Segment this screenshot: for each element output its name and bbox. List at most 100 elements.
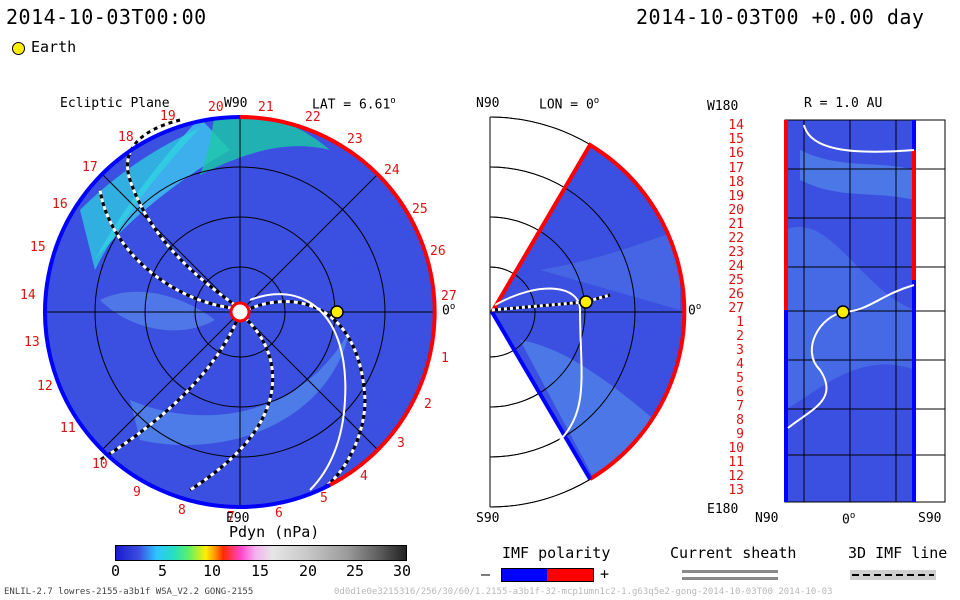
earth-position-marker xyxy=(330,305,344,319)
sector-label: 10 xyxy=(92,457,108,472)
sector-label: 25 xyxy=(412,202,428,217)
row-label: 3 xyxy=(736,343,744,358)
colorbar-tick: 5 xyxy=(158,562,168,580)
meridional-earth-marker xyxy=(579,295,593,309)
colorbar-tick: 0 xyxy=(111,562,121,580)
earth-legend-label: Earth xyxy=(31,38,77,56)
ecliptic-title: Ecliptic Plane xyxy=(60,96,170,111)
radial-sheath-2 xyxy=(787,284,915,429)
sector-label: 13 xyxy=(24,335,40,350)
sector-label: 5 xyxy=(320,491,328,506)
ecliptic-bottom-label: E90 xyxy=(226,511,250,526)
radial-bottom-label: N90 xyxy=(755,511,779,526)
sector-label: 23 xyxy=(347,132,363,147)
sector-label: 21 xyxy=(258,100,274,115)
sector-label: 3 xyxy=(397,436,405,451)
sector-label: 16 xyxy=(52,197,68,212)
row-label: 1 xyxy=(736,315,744,330)
row-label: 23 xyxy=(728,245,744,260)
polarity-arc-pos-2 xyxy=(329,143,437,487)
row-label: 2 xyxy=(736,329,744,344)
ecliptic-top-label: W90 xyxy=(224,96,248,111)
current-sheath-line xyxy=(249,293,347,491)
row-label: 15 xyxy=(728,132,744,147)
sector-label: 22 xyxy=(305,110,321,125)
current-sheath-swatch-1 xyxy=(682,570,778,573)
latitude-label: LAT = 6.61o xyxy=(312,96,396,113)
sector-label: 4 xyxy=(360,469,368,484)
spiral-line-4-dash xyxy=(189,316,275,492)
radial-density-2 xyxy=(800,150,915,200)
sector-label: 15 xyxy=(30,240,46,255)
row-label: 25 xyxy=(728,273,744,288)
sector-label: 7 xyxy=(227,510,235,525)
imf-line-swatch-dash xyxy=(852,574,934,576)
row-label: 14 xyxy=(728,118,744,133)
ecliptic-plane-chart: 20 21 22 23 24 25 26 27 1 2 3 4 5 6 7 8 … xyxy=(20,100,457,525)
spiral-line-2 xyxy=(98,189,233,310)
ecliptic-right-label: 0o xyxy=(442,302,456,319)
radial-bottom-left-label: E180 xyxy=(707,502,739,517)
spiral-line-3-dash xyxy=(99,317,240,462)
meridional-negative-edge xyxy=(490,310,592,481)
meridional-positive-edge xyxy=(490,142,687,481)
sector-label: 8 xyxy=(178,503,186,518)
sector-label: 27 xyxy=(441,289,457,304)
row-label: 16 xyxy=(728,146,744,161)
row-label: 6 xyxy=(736,385,744,400)
density-stream-4 xyxy=(130,330,350,446)
row-label: 24 xyxy=(728,259,744,274)
imf-polarity-title: IMF polarity xyxy=(502,544,611,562)
datetime-left: 2014-10-03T00:00 xyxy=(6,5,207,29)
row-label: 20 xyxy=(728,203,744,218)
colorbar-tick: 10 xyxy=(203,562,222,580)
radial-row-labels: 14 15 16 17 18 19 20 21 22 23 24 25 26 2… xyxy=(728,118,744,498)
colorbar-gradient xyxy=(115,545,407,561)
sector-label: 19 xyxy=(160,109,176,124)
radial-earth-marker xyxy=(836,305,850,319)
polarity-arc-pos-1 xyxy=(239,115,342,147)
row-label: 11 xyxy=(728,455,744,470)
imf-positive-swatch xyxy=(547,568,594,582)
radial-title: R = 1.0 AU xyxy=(804,96,883,111)
sector-label: 6 xyxy=(275,506,283,521)
radial-map-chart: 14 15 16 17 18 19 20 21 22 23 24 25 26 2… xyxy=(728,118,946,503)
row-label: 27 xyxy=(728,301,744,316)
imf-minus-label: – xyxy=(481,565,491,583)
row-label: 9 xyxy=(736,427,744,442)
sector-labels: 20 21 22 23 24 25 26 27 1 2 3 4 5 6 7 8 … xyxy=(20,100,457,525)
sector-label: 14 xyxy=(20,288,36,303)
meridional-imf-line-dash xyxy=(491,293,611,312)
datetime-right: 2014-10-03T00 +0.00 day xyxy=(636,5,925,29)
row-label: 5 xyxy=(736,371,744,386)
sector-label: 20 xyxy=(208,100,224,115)
spiral-line-5-dash xyxy=(246,300,367,492)
meridional-density-2 xyxy=(540,230,680,310)
imf-line-title: 3D IMF line xyxy=(848,544,948,562)
model-info: ENLIL-2.7 lowres-2155-a3b1f WSA_V2.2 GON… xyxy=(4,587,254,597)
density-stream-5 xyxy=(100,291,215,331)
radial-sheath-1 xyxy=(803,124,915,153)
meridional-plane-chart xyxy=(489,116,687,508)
run-id: 0d0d1e0e3215316/256/30/60/1.2155-a3b1f-3… xyxy=(334,587,833,597)
row-label: 22 xyxy=(728,231,744,246)
meridional-right-label: 0o xyxy=(688,302,702,319)
colorbar-tick: 25 xyxy=(346,562,365,580)
sector-label: 26 xyxy=(430,244,446,259)
row-label: 8 xyxy=(736,413,744,428)
spiral-line-1-dash xyxy=(125,118,236,307)
meridional-bottom-label: S90 xyxy=(476,511,500,526)
density-stream-3 xyxy=(80,128,200,270)
imf-spiral-lines xyxy=(98,118,367,492)
row-label: 21 xyxy=(728,217,744,232)
row-label: 26 xyxy=(728,287,744,302)
sector-label: 24 xyxy=(384,163,400,178)
density-stream-2 xyxy=(200,117,330,175)
sector-label: 11 xyxy=(60,421,76,436)
current-sheath-title: Current sheath xyxy=(670,544,797,562)
sector-label: 1 xyxy=(441,351,449,366)
row-label: 4 xyxy=(736,357,744,372)
sector-label: 18 xyxy=(118,130,134,145)
meridional-top-label: N90 xyxy=(476,96,500,111)
imf-plus-label: + xyxy=(600,565,610,583)
